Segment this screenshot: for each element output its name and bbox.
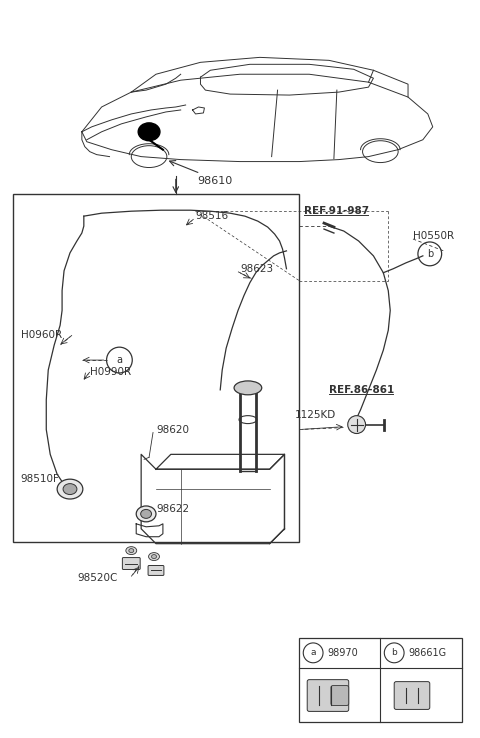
Text: REF.86-861: REF.86-861 <box>329 384 394 395</box>
Text: 98610: 98610 <box>198 176 233 187</box>
Circle shape <box>348 415 366 433</box>
Text: 98510F: 98510F <box>21 474 60 484</box>
FancyBboxPatch shape <box>148 565 164 576</box>
Text: a: a <box>311 649 316 658</box>
Text: 98620: 98620 <box>156 424 189 435</box>
Text: 98661G: 98661G <box>408 648 446 658</box>
Text: a: a <box>117 355 122 365</box>
Ellipse shape <box>138 123 160 141</box>
Ellipse shape <box>57 479 83 499</box>
Bar <box>12 194 300 542</box>
Text: H0990R: H0990R <box>90 367 131 377</box>
Text: b: b <box>427 249 433 259</box>
Bar <box>300 638 462 723</box>
FancyBboxPatch shape <box>122 558 140 570</box>
FancyBboxPatch shape <box>394 682 430 709</box>
Ellipse shape <box>129 548 134 553</box>
Text: H0960R: H0960R <box>21 331 62 340</box>
Ellipse shape <box>234 381 262 395</box>
Text: 98520C: 98520C <box>77 573 117 584</box>
Ellipse shape <box>63 483 77 494</box>
Ellipse shape <box>136 506 156 522</box>
Text: H0550R: H0550R <box>413 231 454 241</box>
Text: 98516: 98516 <box>195 211 228 221</box>
FancyBboxPatch shape <box>307 680 349 711</box>
Ellipse shape <box>149 553 159 561</box>
Text: REF.91-987: REF.91-987 <box>304 206 370 216</box>
Text: 98970: 98970 <box>327 648 358 658</box>
Text: 1125KD: 1125KD <box>294 410 336 420</box>
Ellipse shape <box>126 547 137 554</box>
Ellipse shape <box>141 509 152 518</box>
Text: b: b <box>391 649 397 658</box>
Ellipse shape <box>152 554 156 559</box>
FancyBboxPatch shape <box>331 686 349 706</box>
Text: 98623: 98623 <box>240 263 273 274</box>
Text: 98622: 98622 <box>156 504 189 514</box>
